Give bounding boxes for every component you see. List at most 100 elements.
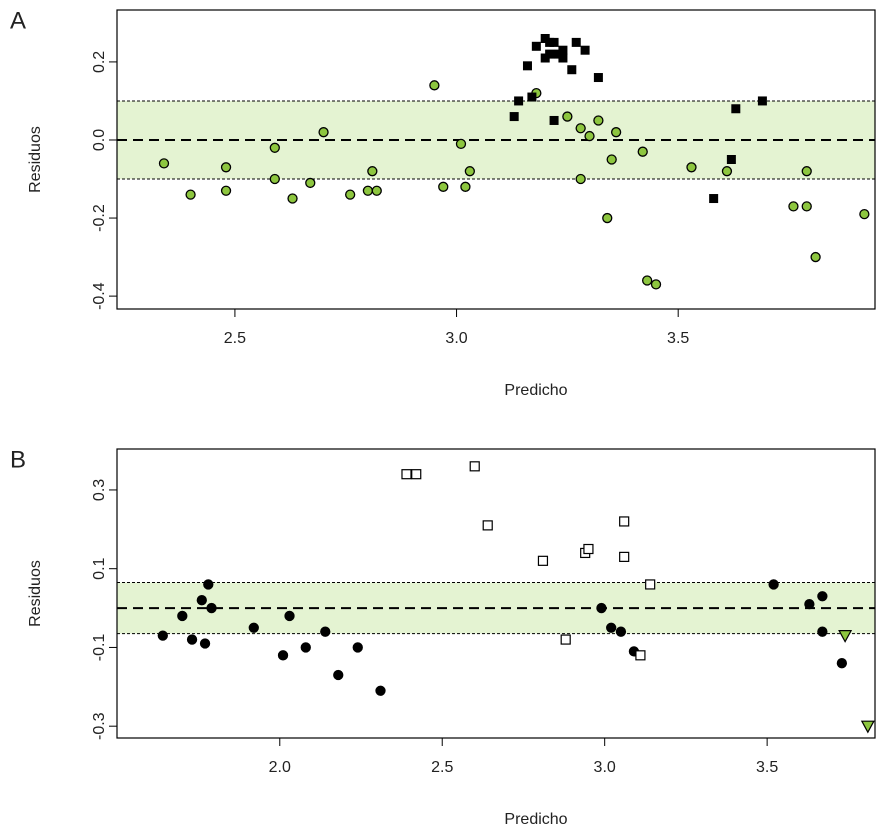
point — [537, 555, 549, 566]
point — [284, 610, 295, 622]
point — [549, 37, 559, 47]
point — [527, 92, 537, 102]
point — [558, 53, 568, 63]
point — [429, 80, 440, 91]
y-tick-label: 0.1 — [91, 557, 108, 579]
point — [345, 189, 356, 200]
point — [277, 650, 289, 661]
x-tick-label: 3.0 — [594, 759, 616, 776]
point — [514, 96, 524, 106]
point — [817, 591, 828, 602]
point — [460, 181, 471, 192]
y-tick-label: 0.2 — [91, 51, 108, 73]
point — [531, 41, 541, 51]
point — [593, 115, 604, 126]
point — [375, 685, 386, 696]
point — [571, 37, 581, 47]
point — [606, 622, 617, 633]
point — [371, 185, 382, 196]
x-tick-label: 2.0 — [269, 759, 291, 776]
point — [199, 638, 211, 649]
point — [642, 275, 653, 286]
point — [860, 720, 875, 734]
point — [300, 642, 311, 653]
point — [804, 598, 815, 610]
point — [186, 634, 198, 645]
point — [645, 579, 656, 590]
panel-label: B — [10, 446, 26, 473]
point — [567, 65, 577, 75]
point — [596, 602, 607, 614]
plot-frame — [116, 448, 876, 739]
y-tick-label: -0.3 — [91, 712, 108, 740]
point — [333, 669, 344, 681]
point — [635, 650, 646, 661]
point — [157, 630, 168, 641]
point — [362, 185, 374, 196]
point — [545, 49, 555, 59]
point — [177, 610, 188, 622]
point — [580, 45, 590, 55]
point — [619, 551, 630, 562]
y-axis-label: Residuos — [27, 560, 44, 627]
point — [575, 173, 586, 185]
point — [438, 181, 449, 192]
point — [726, 155, 736, 164]
plot-frame — [116, 9, 876, 310]
point — [269, 142, 280, 153]
point — [838, 630, 853, 643]
point — [562, 111, 573, 122]
x-tick-label: 2.5 — [224, 330, 246, 347]
x-tick-label: 3.0 — [445, 330, 467, 347]
point — [757, 96, 767, 106]
point — [593, 73, 603, 83]
point — [522, 61, 532, 71]
point — [509, 112, 519, 122]
point — [287, 193, 298, 204]
point — [558, 45, 568, 55]
point — [549, 115, 559, 125]
point — [615, 626, 627, 637]
point — [401, 469, 412, 480]
point — [305, 177, 316, 189]
x-axis-label: Predicho — [504, 382, 567, 399]
point — [158, 158, 170, 169]
y-tick-label: -0.2 — [91, 204, 108, 232]
panel-label: A — [10, 7, 26, 34]
point — [575, 123, 586, 134]
point — [318, 127, 329, 138]
point — [367, 166, 378, 177]
point — [196, 595, 207, 606]
point — [464, 166, 475, 177]
point — [709, 194, 719, 204]
x-tick-label: 3.5 — [756, 759, 778, 776]
point — [801, 166, 812, 177]
point — [602, 212, 613, 224]
point — [583, 543, 594, 555]
point — [352, 642, 363, 653]
point — [606, 154, 617, 165]
point — [788, 201, 799, 212]
point — [206, 602, 217, 614]
y-tick-label: -0.1 — [91, 634, 108, 662]
point — [619, 516, 630, 527]
point — [269, 173, 280, 185]
point — [650, 279, 662, 290]
point — [810, 251, 821, 263]
point — [248, 622, 259, 633]
point — [411, 469, 422, 480]
point — [686, 162, 697, 173]
point — [482, 520, 493, 531]
point — [203, 579, 214, 590]
point — [455, 138, 467, 150]
point — [220, 162, 232, 173]
y-axis-label: Residuos — [27, 126, 44, 193]
point — [610, 127, 622, 138]
x-tick-label: 3.5 — [667, 330, 689, 347]
plot-panel: 2.5 3.0 3.5 -0.4 -0.2 0.0 0.2 Predicho Residuos A — [10, 7, 876, 399]
point — [768, 579, 779, 590]
point — [220, 185, 232, 196]
y-tick-label: 0.3 — [91, 479, 108, 501]
y-tick-label: -0.4 — [91, 282, 108, 310]
x-axis-label: Predicho — [504, 811, 567, 828]
